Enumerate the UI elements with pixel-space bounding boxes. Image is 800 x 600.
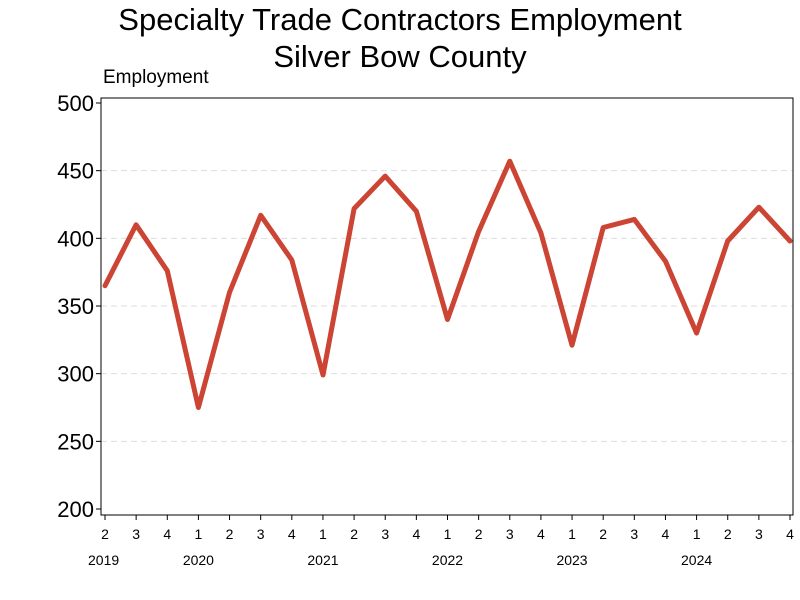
x-tick-label-quarter: 1	[568, 526, 576, 542]
y-tick-label: 450	[57, 159, 94, 184]
x-tick-label-year: 2021	[307, 552, 338, 568]
x-tick-label-year: 2024	[681, 552, 712, 568]
x-tick-label-quarter: 3	[755, 526, 763, 542]
x-tick-label-quarter: 3	[381, 526, 389, 542]
x-tick-label-year: 2022	[432, 552, 463, 568]
y-axis-ticks: 200 250 300 350 400 450 500	[57, 91, 101, 522]
y-axis-label: Employment	[103, 67, 209, 88]
y-tick-label: 250	[57, 429, 94, 454]
x-tick-label-quarter: 4	[662, 526, 670, 542]
x-tick-label-quarter: 3	[257, 526, 265, 542]
y-tick-label: 400	[57, 226, 94, 251]
x-tick-label-year: 2020	[183, 552, 214, 568]
x-tick-label-quarter: 4	[537, 526, 545, 542]
x-tick-label-quarter: 3	[630, 526, 638, 542]
x-tick-label-quarter: 2	[475, 526, 483, 542]
x-tick-label-quarter: 3	[132, 526, 140, 542]
plot-frame	[100, 97, 794, 516]
x-tick-label-quarter: 1	[444, 526, 452, 542]
x-tick-label-quarter: 1	[693, 526, 701, 542]
x-tick-label-quarter: 2	[350, 526, 358, 542]
x-tick-label-quarter: 4	[786, 526, 794, 542]
y-tick-label: 300	[57, 362, 94, 387]
chart-title-line-1: Specialty Trade Contractors Employment	[118, 2, 682, 37]
x-tick-label-quarter: 4	[412, 526, 420, 542]
x-tick-label-quarter: 4	[288, 526, 296, 542]
x-tick-label-quarter: 4	[163, 526, 171, 542]
x-tick-label-quarter: 1	[319, 526, 327, 542]
series-line	[102, 158, 793, 410]
x-tick-label-year: 2023	[556, 552, 587, 568]
chart-title-line-2: Silver Bow County	[273, 39, 527, 74]
x-tick-label-quarter: 2	[101, 526, 109, 542]
y-tick-label: 350	[57, 294, 94, 319]
y-tick-label: 500	[57, 91, 94, 116]
x-tick-label-quarter: 2	[226, 526, 234, 542]
x-axis-ticks: 2 3 4 1 2 3 4 1 2 3 4 1 2 3 4 1 2 3 4 1 2 3 4 2019 2020 2021 2022 2…	[88, 515, 794, 568]
x-tick-label-quarter: 2	[724, 526, 732, 542]
x-tick-label-quarter: 2	[599, 526, 607, 542]
x-tick-label-year: 2019	[88, 552, 119, 568]
y-tick-label: 200	[57, 497, 94, 522]
x-tick-label-quarter: 1	[195, 526, 203, 542]
gridlines	[101, 170, 793, 442]
x-tick-label-quarter: 3	[506, 526, 514, 542]
